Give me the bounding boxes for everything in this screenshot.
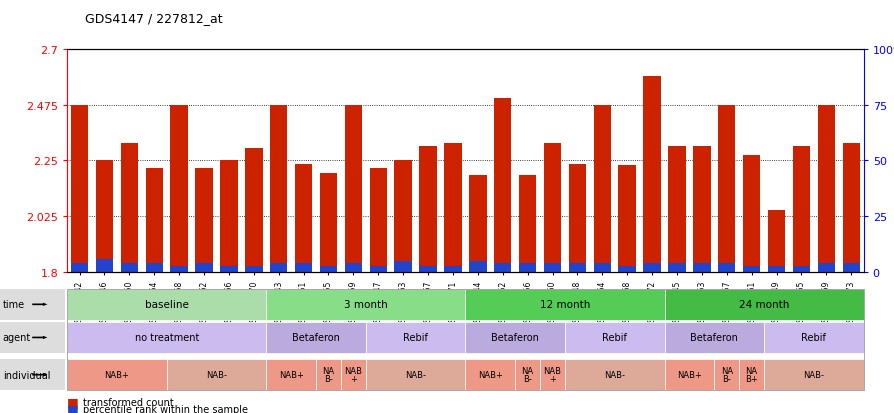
Bar: [593, 105, 611, 273]
Bar: [468, 176, 486, 273]
Bar: [568, 263, 586, 273]
Text: transformed count: transformed count: [83, 397, 173, 407]
Bar: [220, 161, 238, 273]
Bar: [519, 176, 536, 273]
Bar: [245, 266, 262, 273]
Bar: [419, 146, 436, 273]
Bar: [443, 266, 461, 273]
Bar: [668, 146, 685, 273]
Bar: [121, 144, 138, 273]
Bar: [593, 263, 611, 273]
Text: individual: individual: [3, 370, 50, 380]
Text: 24 month: 24 month: [738, 299, 789, 310]
Text: NA
B+: NA B+: [745, 366, 757, 383]
Bar: [817, 263, 834, 273]
Bar: [220, 266, 238, 273]
Text: percentile rank within the sample: percentile rank within the sample: [83, 404, 248, 413]
Text: ■: ■: [67, 402, 79, 413]
Text: 3 month: 3 month: [343, 299, 387, 310]
Bar: [121, 263, 138, 273]
Bar: [817, 105, 834, 273]
Text: Rebif: Rebif: [602, 332, 627, 343]
Bar: [742, 266, 760, 273]
Bar: [618, 166, 636, 273]
Bar: [568, 165, 586, 273]
Text: time: time: [3, 299, 25, 310]
Bar: [96, 161, 113, 273]
Bar: [394, 161, 411, 273]
Bar: [493, 263, 510, 273]
Bar: [195, 169, 213, 273]
Text: no treatment: no treatment: [134, 332, 198, 343]
Bar: [717, 263, 735, 273]
Bar: [692, 146, 710, 273]
Bar: [443, 144, 461, 273]
Bar: [841, 263, 859, 273]
Bar: [195, 263, 213, 273]
Bar: [146, 263, 163, 273]
Text: Betaferon: Betaferon: [291, 332, 340, 343]
Bar: [468, 261, 486, 273]
Bar: [519, 263, 536, 273]
Bar: [792, 146, 809, 273]
Bar: [71, 105, 89, 273]
Bar: [245, 149, 262, 273]
Bar: [319, 266, 337, 273]
Text: baseline: baseline: [145, 299, 189, 310]
Bar: [792, 266, 809, 273]
Bar: [369, 266, 386, 273]
Bar: [643, 263, 660, 273]
Bar: [767, 266, 784, 273]
Text: agent: agent: [3, 332, 31, 343]
Bar: [742, 156, 760, 273]
Bar: [544, 263, 561, 273]
Text: NAB-: NAB-: [603, 370, 625, 379]
Text: Betaferon: Betaferon: [491, 332, 538, 343]
Text: ■: ■: [67, 395, 79, 408]
Bar: [692, 263, 710, 273]
Text: NAB+: NAB+: [676, 370, 701, 379]
Text: 12 month: 12 month: [539, 299, 589, 310]
Bar: [668, 263, 685, 273]
Bar: [767, 211, 784, 273]
Bar: [618, 266, 636, 273]
Text: NAB+: NAB+: [477, 370, 502, 379]
Bar: [344, 263, 362, 273]
Text: NAB+: NAB+: [278, 370, 303, 379]
Text: GDS4147 / 227812_at: GDS4147 / 227812_at: [85, 12, 223, 25]
Bar: [170, 105, 188, 273]
Text: NA
B-: NA B-: [322, 366, 334, 383]
Text: NAB
+: NAB +: [543, 366, 561, 383]
Text: NAB-: NAB-: [206, 370, 227, 379]
Bar: [294, 165, 312, 273]
Bar: [544, 144, 561, 273]
Text: NAB-: NAB-: [405, 370, 426, 379]
Text: NAB
+: NAB +: [344, 366, 362, 383]
Bar: [394, 261, 411, 273]
Bar: [369, 169, 386, 273]
Bar: [419, 266, 436, 273]
Bar: [344, 105, 362, 273]
Bar: [96, 259, 113, 273]
Bar: [493, 99, 510, 273]
Bar: [717, 105, 735, 273]
Text: NA
B-: NA B-: [521, 366, 533, 383]
Bar: [294, 263, 312, 273]
Text: NAB-: NAB-: [803, 370, 823, 379]
Bar: [270, 263, 287, 273]
Bar: [841, 144, 859, 273]
Text: NA
B-: NA B-: [720, 366, 732, 383]
Bar: [170, 266, 188, 273]
Text: Betaferon: Betaferon: [689, 332, 738, 343]
Bar: [71, 263, 89, 273]
Bar: [319, 173, 337, 273]
Bar: [146, 169, 163, 273]
Text: Rebif: Rebif: [800, 332, 825, 343]
Text: NAB+: NAB+: [105, 370, 130, 379]
Bar: [270, 105, 287, 273]
Bar: [643, 77, 660, 273]
Text: Rebif: Rebif: [402, 332, 427, 343]
